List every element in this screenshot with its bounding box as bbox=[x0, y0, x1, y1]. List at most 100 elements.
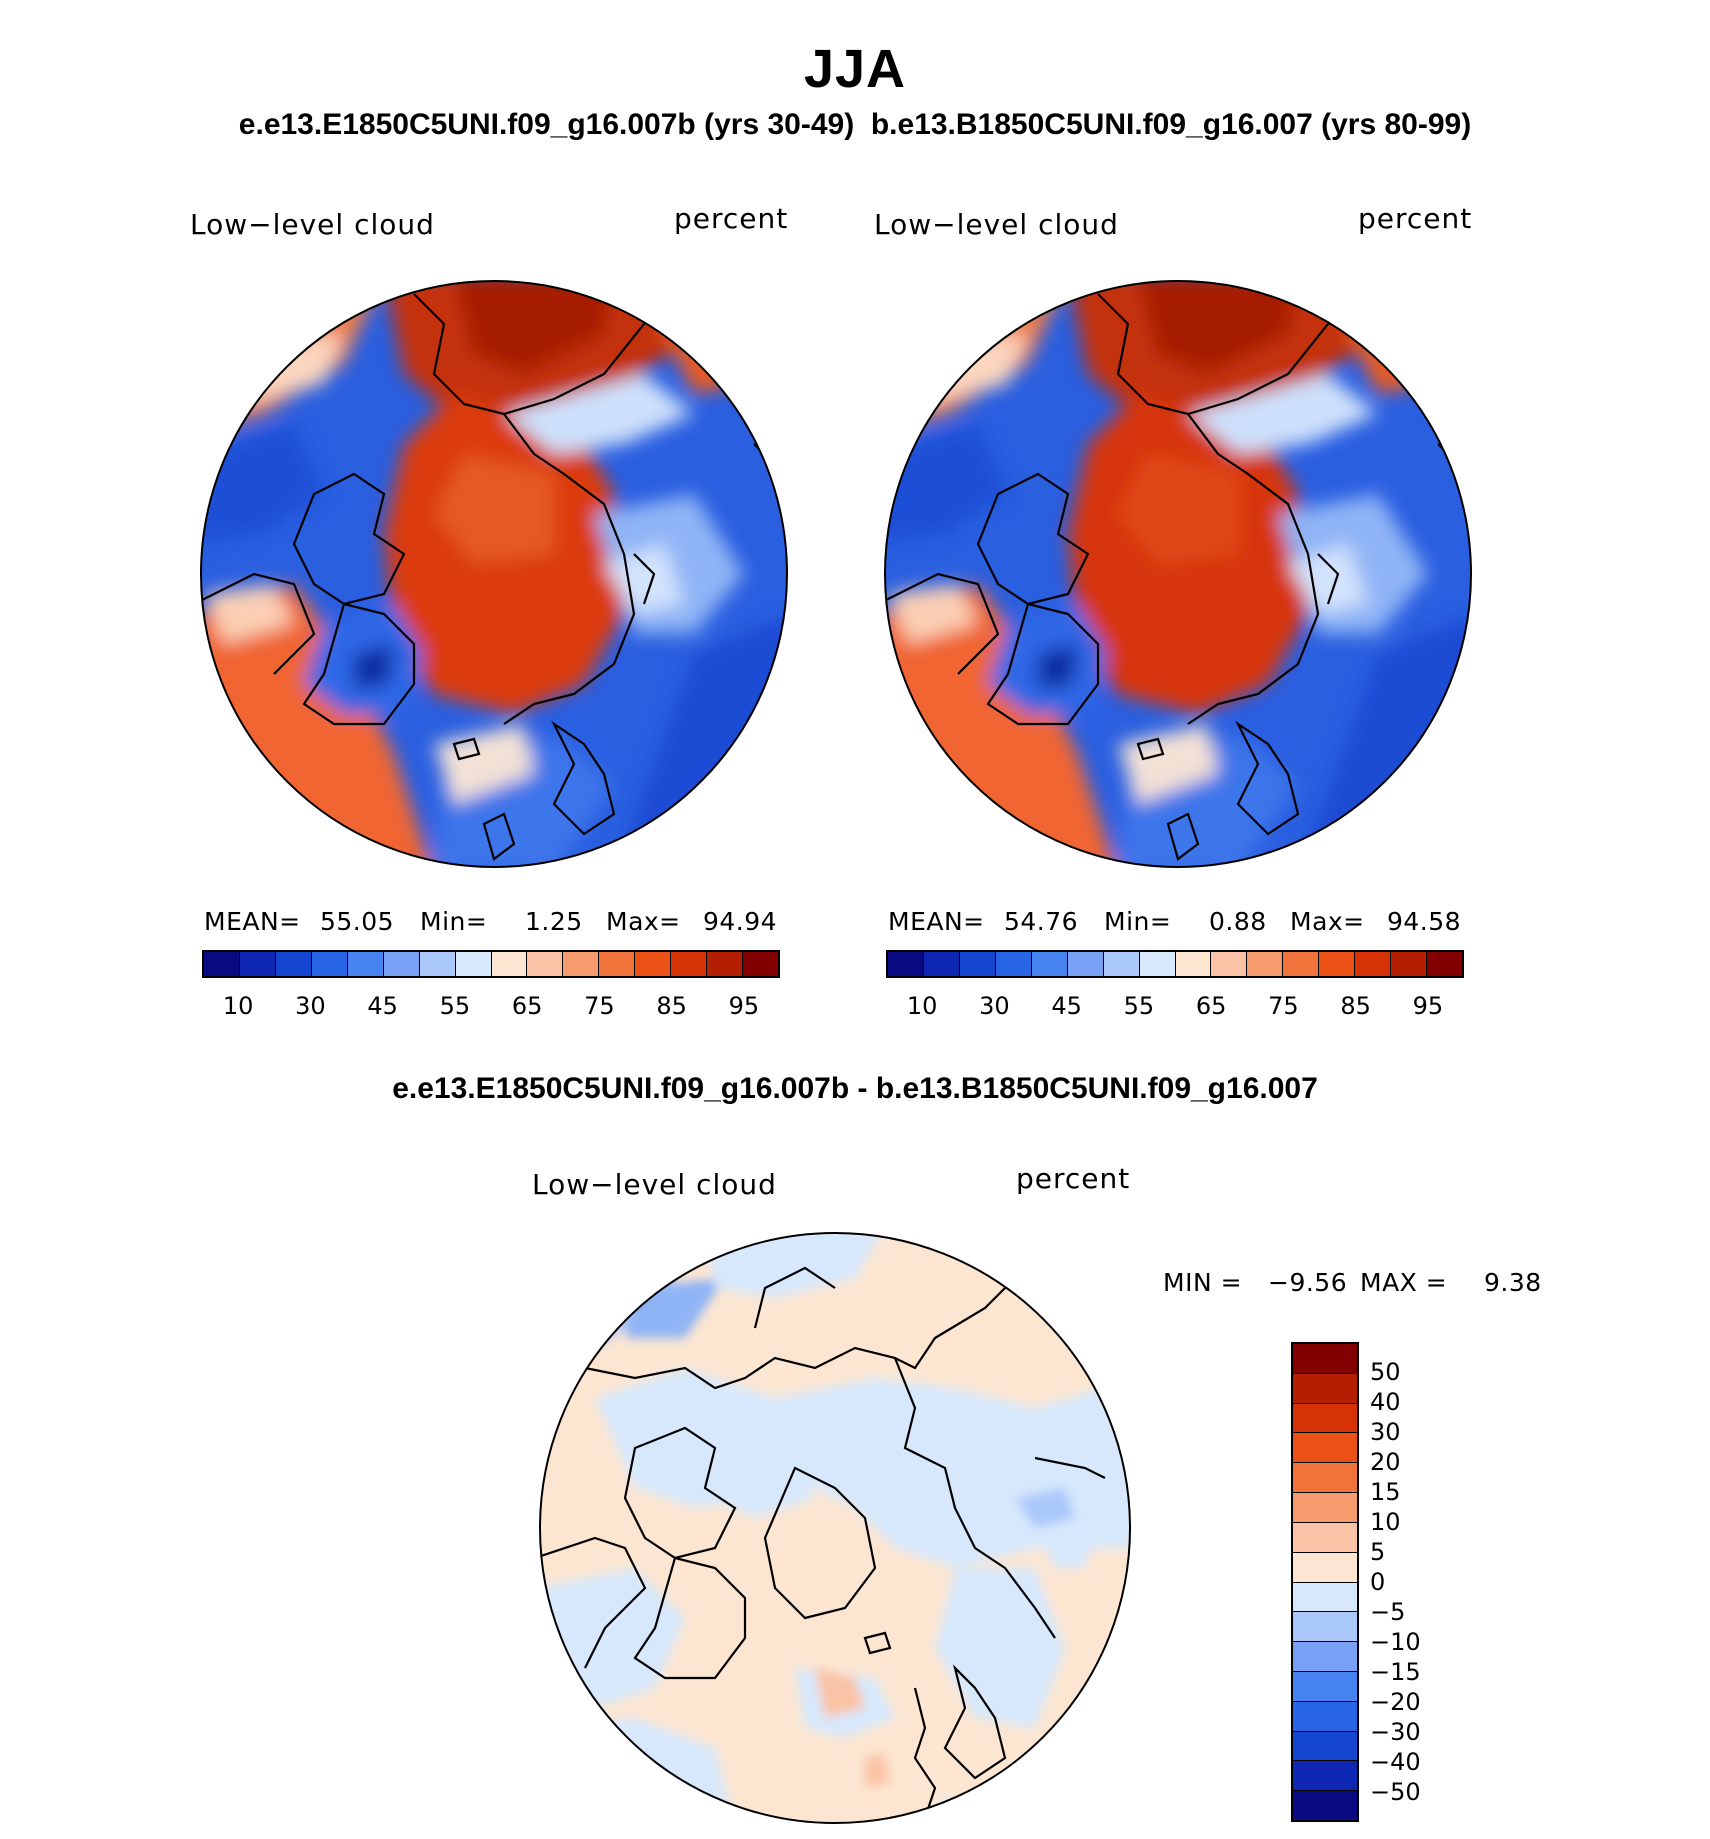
colorbar-swatch bbox=[1283, 952, 1320, 976]
colorbar-tick-label: 75 bbox=[584, 992, 615, 1020]
colorbar-swatch bbox=[1293, 1493, 1357, 1523]
colorbar-tick-label: −10 bbox=[1370, 1628, 1421, 1656]
panel1-mean-value: 55.05 bbox=[320, 907, 395, 936]
diff-max-value: 9.38 bbox=[1484, 1268, 1542, 1297]
panel1-units-label: percent bbox=[674, 202, 789, 235]
colorbar-swatch bbox=[1139, 952, 1176, 976]
colorbar-swatch bbox=[1067, 952, 1104, 976]
colorbar-tick-label: 95 bbox=[1412, 992, 1444, 1020]
panel2-colorbar-ticks: 10 30 45 55 65 75 85 95 bbox=[886, 992, 1464, 1022]
colorbar-swatch bbox=[491, 952, 528, 976]
colorbar-tick-label: 10 bbox=[906, 992, 938, 1020]
panel1-min-value: 1.25 bbox=[525, 907, 583, 936]
colorbar-swatch bbox=[1293, 1701, 1357, 1732]
colorbar-swatch bbox=[1175, 952, 1212, 976]
colorbar-swatch bbox=[1293, 1791, 1357, 1820]
colorbar-swatch bbox=[563, 952, 600, 976]
colorbar-swatch bbox=[959, 952, 996, 976]
panel2-polar-map bbox=[884, 280, 1472, 868]
colorbar-swatch bbox=[1293, 1433, 1357, 1464]
colorbar-swatch bbox=[275, 952, 312, 976]
panel2-mean-value: 54.76 bbox=[1004, 907, 1079, 936]
colorbar-tick-label: 85 bbox=[1340, 992, 1371, 1020]
colorbar-swatch bbox=[1319, 952, 1356, 976]
colorbar-tick-label: 95 bbox=[728, 992, 760, 1020]
panel2-variable-label: Low−level cloud bbox=[874, 208, 1119, 241]
colorbar-swatch bbox=[1293, 1522, 1357, 1553]
colorbar-swatch bbox=[1211, 952, 1248, 976]
colorbar-tick-label: 20 bbox=[1370, 1448, 1401, 1476]
colorbar-tick-label: −15 bbox=[1370, 1658, 1421, 1686]
colorbar-swatch bbox=[1293, 1582, 1357, 1613]
colorbar-tick-label: 65 bbox=[511, 992, 543, 1020]
colorbar-swatch bbox=[239, 952, 276, 976]
difference-colorbar-ticks: 50 40 30 20 15 10 5 0 −5 −10 −15 −20 −30 −40 −50 bbox=[1370, 1342, 1450, 1822]
colorbar-tick-label: 50 bbox=[1370, 1358, 1401, 1386]
colorbar-swatch bbox=[1247, 952, 1284, 976]
difference-colorbar bbox=[1291, 1342, 1359, 1822]
panel2-units-label: percent bbox=[1358, 202, 1473, 235]
colorbar-tick-label: 85 bbox=[656, 992, 687, 1020]
colorbar-swatch bbox=[707, 952, 744, 976]
colorbar-swatch bbox=[1293, 1463, 1357, 1494]
colorbar-swatch bbox=[311, 952, 348, 976]
colorbar-tick-label: 55 bbox=[1123, 992, 1155, 1020]
colorbar-tick-label: 75 bbox=[1268, 992, 1299, 1020]
diff-min-value: −9.56 bbox=[1268, 1268, 1348, 1297]
panel2-colorbar bbox=[886, 950, 1464, 978]
colorbar-tick-label: −30 bbox=[1370, 1718, 1421, 1746]
difference-polar-map bbox=[539, 1232, 1131, 1824]
colorbar-swatch bbox=[383, 952, 420, 976]
panel1-colorbar bbox=[202, 950, 780, 978]
colorbar-tick-label: 30 bbox=[295, 992, 326, 1020]
colorbar-swatch bbox=[455, 952, 492, 976]
colorbar-swatch bbox=[671, 952, 708, 976]
colorbar-tick-label: 15 bbox=[1370, 1478, 1401, 1506]
colorbar-swatch bbox=[1391, 952, 1428, 976]
colorbar-tick-label: −5 bbox=[1370, 1598, 1406, 1626]
colorbar-swatch bbox=[1031, 952, 1068, 976]
panel2-min-label: Min= bbox=[1104, 907, 1172, 936]
colorbar-tick-label: 65 bbox=[1195, 992, 1227, 1020]
colorbar-tick-label: −40 bbox=[1370, 1748, 1421, 1776]
colorbar-tick-label: 40 bbox=[1370, 1388, 1401, 1416]
panel1-colorbar-ticks: 10 30 45 55 65 75 85 95 bbox=[202, 992, 780, 1022]
colorbar-tick-label: 30 bbox=[979, 992, 1010, 1020]
colorbar-swatch bbox=[1293, 1671, 1357, 1702]
colorbar-tick-label: 10 bbox=[222, 992, 254, 1020]
colorbar-swatch bbox=[1293, 1731, 1357, 1762]
diff-min-label: MIN = bbox=[1163, 1268, 1243, 1297]
colorbar-swatch bbox=[527, 952, 564, 976]
panel1-mean-label: MEAN= bbox=[204, 907, 301, 936]
colorbar-swatch bbox=[419, 952, 456, 976]
colorbar-swatch bbox=[1103, 952, 1140, 976]
colorbar-swatch bbox=[923, 952, 960, 976]
colorbar-swatch bbox=[635, 952, 672, 976]
colorbar-swatch bbox=[1427, 952, 1462, 976]
colorbar-swatch bbox=[1293, 1344, 1357, 1374]
panel2-mean-label: MEAN= bbox=[888, 907, 985, 936]
panel1-polar-map bbox=[200, 280, 788, 868]
colorbar-swatch bbox=[1293, 1612, 1357, 1643]
colorbar-swatch bbox=[1293, 1761, 1357, 1792]
colorbar-swatch bbox=[743, 952, 778, 976]
colorbar-tick-label: 30 bbox=[1370, 1418, 1401, 1446]
diff-max-label: MAX = bbox=[1360, 1268, 1448, 1297]
colorbar-swatch bbox=[347, 952, 384, 976]
colorbar-tick-label: 45 bbox=[367, 992, 398, 1020]
colorbar-swatch bbox=[204, 952, 240, 976]
colorbar-tick-label: −50 bbox=[1370, 1778, 1421, 1806]
panel1-max-value: 94.94 bbox=[703, 907, 778, 936]
colorbar-tick-label: 55 bbox=[439, 992, 471, 1020]
colorbar-swatch bbox=[888, 952, 924, 976]
colorbar-tick-label: 45 bbox=[1051, 992, 1082, 1020]
season-title: JJA bbox=[803, 39, 907, 99]
difference-subtitle: e.e13.E1850C5UNI.f09_g16.007b - b.e13.B1… bbox=[392, 1072, 1318, 1105]
colorbar-tick-label: 0 bbox=[1370, 1568, 1386, 1596]
colorbar-swatch bbox=[1293, 1373, 1357, 1404]
panel1-min-label: Min= bbox=[420, 907, 488, 936]
diff-units-label: percent bbox=[1016, 1162, 1131, 1195]
panel2-min-value: 0.88 bbox=[1209, 907, 1267, 936]
panel1-max-label: Max= bbox=[606, 907, 681, 936]
colorbar-swatch bbox=[995, 952, 1032, 976]
